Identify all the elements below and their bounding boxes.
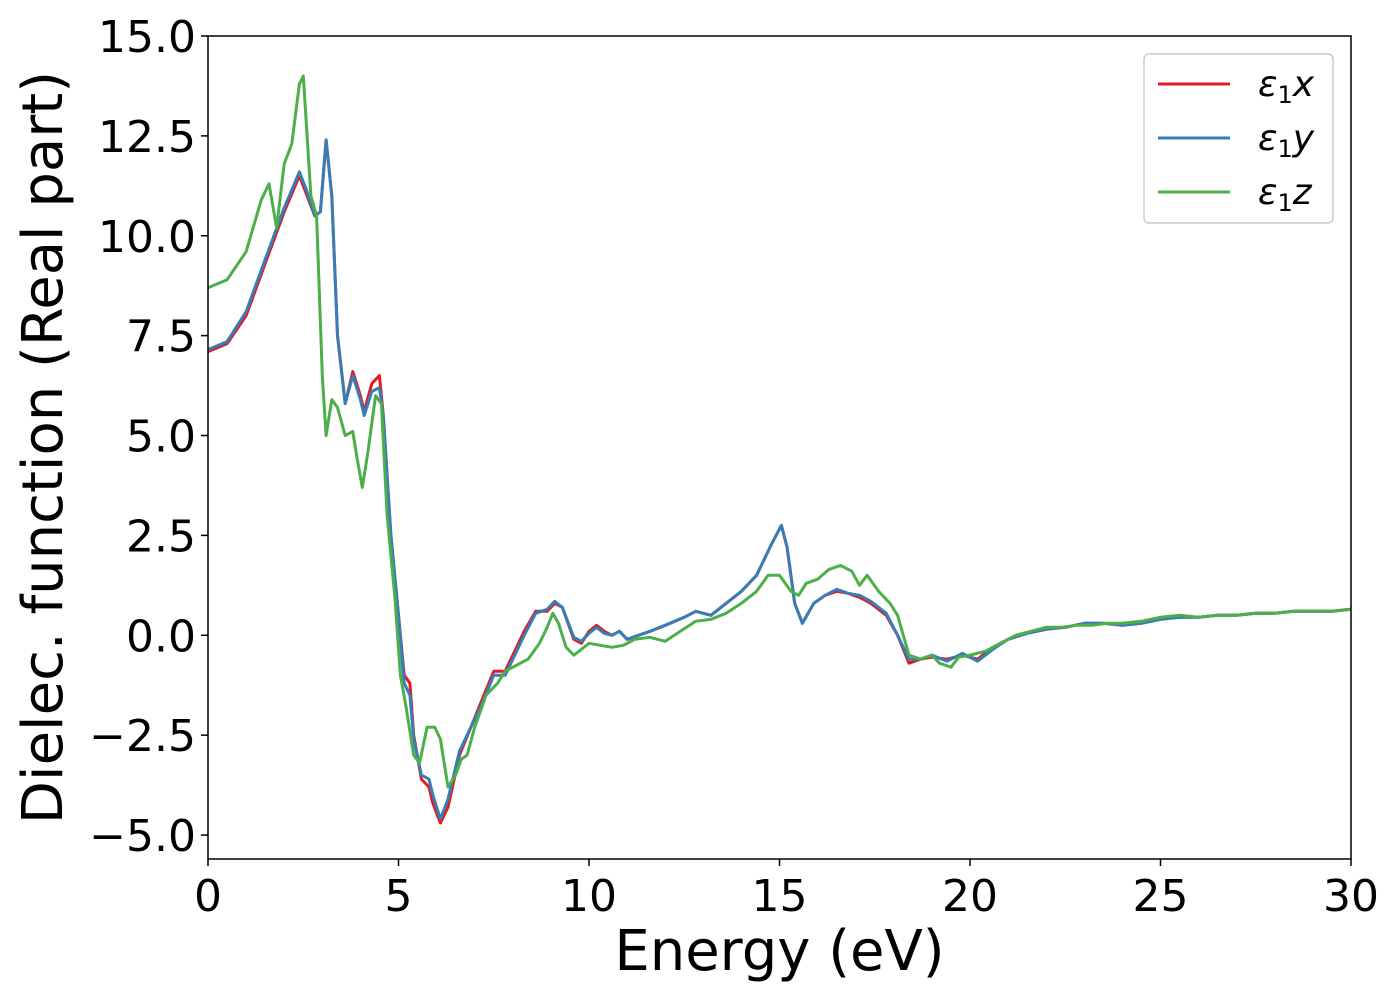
y-axis-ticks: −5.0 −2.5 0.0 2.5 5.0 7.5 10.0 12.5 15.0 [89, 12, 208, 862]
legend-box [1143, 53, 1334, 224]
x-axis-ticks: 0 5 10 15 20 25 30 [194, 859, 1379, 922]
legend-label-x: ε1x [1258, 64, 1315, 109]
x-tick-label: 20 [942, 871, 998, 922]
plot-lines [208, 74, 1351, 825]
legend-label-y: ε1y [1258, 118, 1315, 163]
legend: ε1x ε1y ε1z [1143, 53, 1334, 224]
y-tick-label: 12.5 [98, 112, 196, 163]
x-tick-label: 0 [194, 871, 222, 922]
x-tick-label: 25 [1133, 871, 1189, 922]
y-tick-label: 5.0 [126, 412, 196, 463]
legend-label-z: ε1z [1258, 172, 1313, 217]
y-tick-label: 10.0 [98, 212, 196, 263]
y-tick-label: 2.5 [126, 511, 196, 562]
y-tick-label: 0.0 [126, 611, 196, 662]
x-tick-label: 10 [561, 871, 617, 922]
y-tick-label: −5.0 [89, 811, 196, 862]
y-tick-label: 7.5 [126, 312, 196, 363]
x-tick-label: 5 [385, 871, 413, 922]
series-line-z [208, 74, 1351, 789]
y-axis-title: Dielec. function (Real part) [11, 71, 76, 824]
y-tick-label: 15.0 [98, 12, 196, 63]
x-tick-label: 30 [1323, 871, 1379, 922]
series-line-x [208, 138, 1351, 825]
x-axis-title: Energy (eV) [614, 919, 944, 984]
series-line-y [208, 138, 1351, 821]
x-tick-label: 15 [752, 871, 808, 922]
y-tick-label: −2.5 [89, 711, 196, 762]
